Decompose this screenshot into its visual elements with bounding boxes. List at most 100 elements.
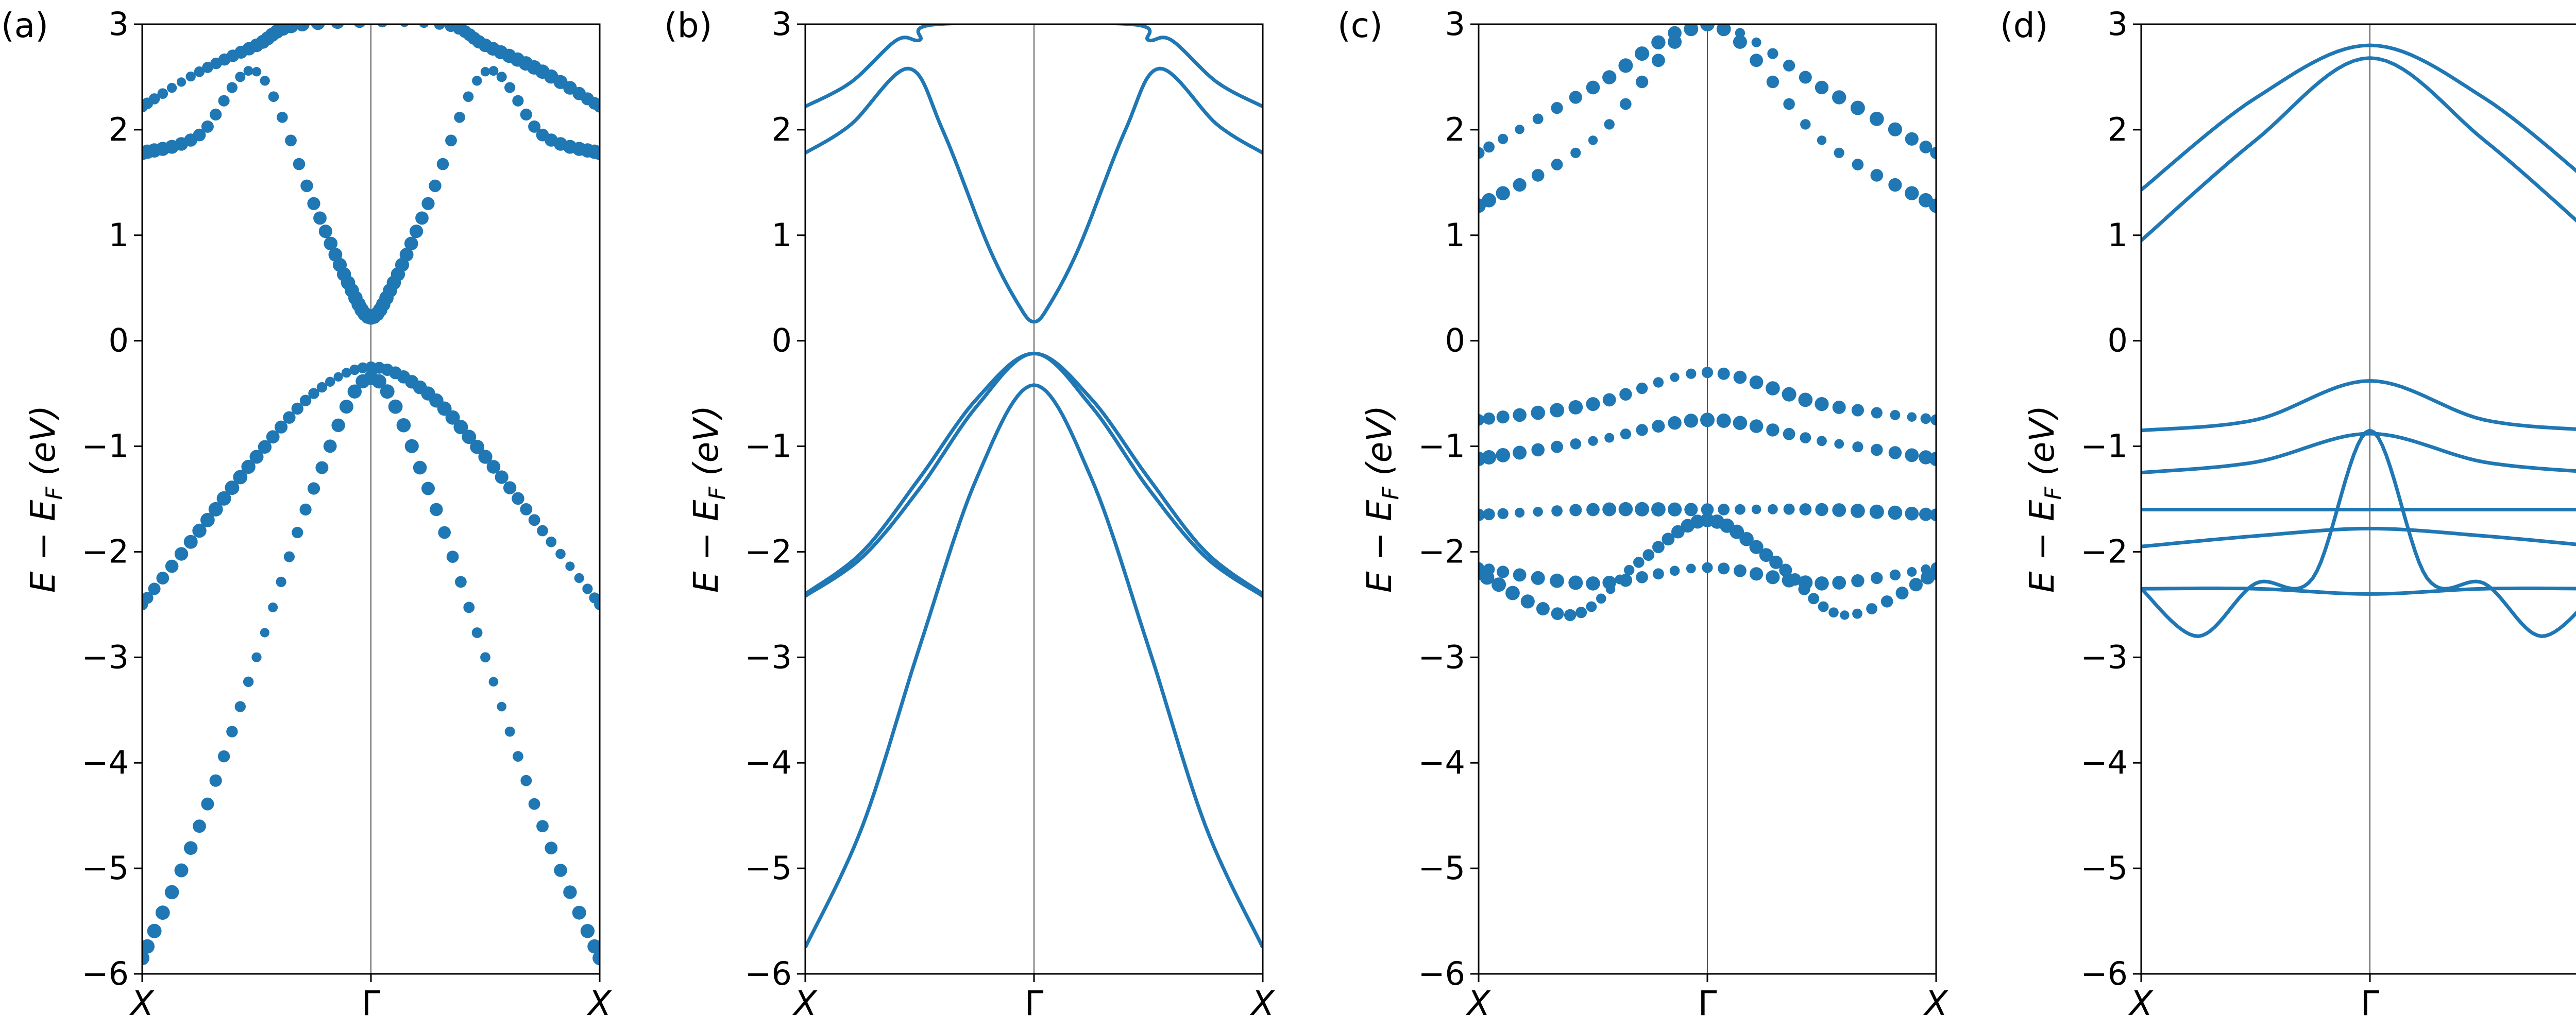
y-tick-label: −1: [745, 427, 792, 465]
y-tick-label: −6: [1418, 955, 1465, 992]
band-point: [1602, 393, 1616, 407]
band-point: [399, 248, 414, 262]
band-point: [512, 95, 524, 107]
band-point: [462, 430, 477, 444]
band-point: [1888, 122, 1902, 136]
band-point: [260, 628, 269, 638]
y-tick-label: −3: [1418, 638, 1465, 676]
band-point: [174, 863, 189, 878]
band-point: [1588, 436, 1598, 446]
band-point: [1766, 381, 1780, 396]
band-point: [497, 701, 506, 712]
band-point: [148, 582, 161, 595]
band-point: [1701, 503, 1714, 516]
band-point: [1635, 46, 1650, 61]
band-point: [1749, 419, 1764, 433]
band-point: [183, 841, 198, 855]
band-point: [285, 134, 297, 147]
band-point: [1480, 570, 1495, 585]
band-point: [1905, 132, 1919, 146]
band-point: [1635, 75, 1649, 89]
y-tick-label: −1: [1418, 427, 1465, 465]
band-point: [1568, 575, 1583, 590]
panel-label: (b): [664, 6, 712, 45]
x-tick-label: X: [2128, 984, 2154, 1023]
band-point: [1783, 427, 1795, 440]
band-point: [1871, 407, 1883, 419]
band-point: [1766, 423, 1780, 437]
band-point: [208, 502, 223, 517]
band-point: [1662, 533, 1675, 546]
band-point: [225, 480, 240, 495]
band-point: [1652, 54, 1665, 67]
x-tick-label: X: [586, 984, 612, 1023]
y-tick-label: −6: [745, 955, 792, 992]
band-point: [1851, 404, 1864, 417]
band-point: [1783, 59, 1795, 72]
band-point: [142, 951, 149, 966]
band-point: [1768, 504, 1778, 514]
band-point: [1834, 439, 1844, 449]
band-point: [1551, 102, 1563, 114]
band-point: [574, 573, 584, 583]
band-point: [1818, 601, 1829, 612]
plot-frame: [2140, 23, 2576, 975]
band-point: [380, 384, 395, 399]
x-tick-label: X: [129, 984, 155, 1023]
band-point: [1769, 555, 1783, 569]
band-point: [210, 108, 222, 121]
y-tick-label: 0: [109, 322, 129, 359]
band-point: [1832, 400, 1846, 414]
band-point: [1586, 601, 1597, 612]
band-point: [1651, 502, 1666, 517]
band-point: [582, 583, 593, 594]
band-point: [554, 864, 567, 877]
band-point: [1575, 607, 1587, 619]
band-point: [156, 572, 170, 585]
band-point: [1735, 28, 1745, 38]
band-point: [1888, 446, 1902, 459]
band-point: [1850, 100, 1865, 115]
band-point: [357, 362, 368, 373]
band-point: [1479, 414, 1485, 426]
band-point: [1871, 443, 1883, 456]
band-point: [353, 24, 366, 28]
band-point: [1759, 548, 1773, 562]
band-point: [546, 536, 557, 547]
band-point: [226, 726, 238, 737]
band-point: [318, 225, 333, 238]
band-point: [1889, 569, 1901, 580]
band-point: [520, 503, 533, 516]
y-tick-label: 1: [109, 216, 129, 254]
data-group: [2141, 43, 2576, 638]
band-point: [1798, 392, 1813, 407]
y-tick-label: 0: [2108, 322, 2128, 359]
band-point: [421, 482, 435, 495]
band-point: [1800, 119, 1811, 130]
band-point: [572, 905, 586, 920]
band-point: [216, 491, 231, 506]
band-point: [1907, 567, 1917, 577]
band-point: [1492, 577, 1506, 592]
y-tick-label: 0: [772, 322, 792, 359]
band-point: [563, 885, 577, 899]
band-point: [404, 439, 419, 453]
band-point: [1750, 567, 1764, 581]
y-axis-label: E − EF (eV): [23, 405, 67, 593]
band-point: [201, 797, 214, 811]
band-point: [1550, 403, 1565, 418]
band-point: [183, 535, 198, 549]
band-point: [258, 440, 272, 454]
x-tick-label: Γ: [1698, 984, 1717, 1023]
band-point: [1536, 602, 1550, 615]
band-point: [496, 72, 507, 82]
band-point: [471, 627, 483, 638]
band-point: [1718, 24, 1730, 32]
band-point: [1636, 571, 1648, 583]
band-point: [1815, 503, 1828, 517]
band-point: [1684, 503, 1698, 517]
band-point: [251, 67, 262, 77]
y-tick-label: −5: [745, 849, 792, 887]
